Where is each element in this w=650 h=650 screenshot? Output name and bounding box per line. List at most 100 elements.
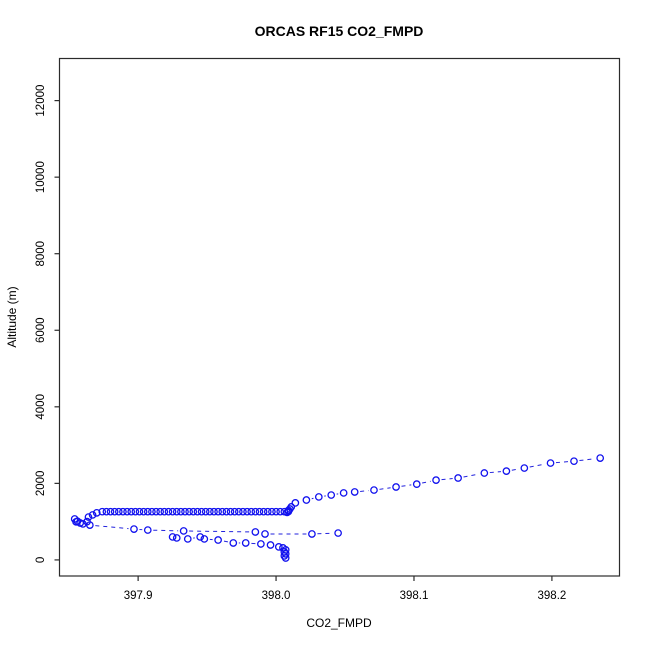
x-tick-label: 397.9 [124, 590, 153, 602]
data-point [205, 507, 214, 516]
data-point [130, 525, 138, 533]
data-point [135, 507, 144, 516]
data-point [92, 508, 101, 517]
data-point [84, 513, 93, 521]
data-point [350, 488, 359, 496]
series-segment [489, 471, 501, 474]
data-point [177, 507, 185, 516]
data-point [308, 530, 316, 538]
data-point [520, 464, 529, 472]
series-segment [317, 532, 333, 535]
data-point [272, 507, 280, 516]
data-point [454, 474, 462, 482]
data-point [114, 507, 123, 516]
data-point [334, 529, 342, 537]
x-tick-label: 398.0 [262, 590, 291, 602]
y-tick-label: 10000 [35, 161, 47, 193]
data-point [200, 535, 209, 543]
series-segment [529, 463, 546, 468]
y-axis-label: Altitude (m) [5, 286, 19, 347]
data-point [127, 507, 136, 516]
data-series-layer [70, 454, 605, 562]
data-point [88, 511, 97, 519]
series-segment [401, 484, 412, 487]
data-point [119, 507, 127, 516]
series-segment [511, 468, 519, 471]
data-point [201, 507, 210, 516]
data-point [110, 507, 119, 516]
data-point [152, 507, 160, 516]
data-point [168, 533, 177, 541]
series-segment [579, 458, 595, 462]
series-segment [463, 473, 480, 478]
data-point [257, 540, 265, 548]
data-point [251, 528, 260, 536]
data-point [214, 507, 222, 516]
data-point [156, 507, 165, 516]
data-point [243, 507, 251, 516]
data-point [279, 544, 287, 552]
data-point [259, 507, 268, 516]
data-point [432, 476, 440, 484]
data-point [266, 541, 275, 549]
plot-box [58, 57, 621, 577]
data-point [222, 507, 231, 516]
y-tick-label: 2000 [35, 471, 47, 497]
data-point [229, 539, 238, 547]
data-point [106, 507, 115, 516]
data-point [168, 507, 177, 516]
data-point [247, 507, 256, 516]
data-point [210, 507, 218, 516]
series-segment [360, 490, 369, 492]
series-segment [555, 461, 569, 464]
series-segment [153, 529, 179, 532]
data-point [183, 535, 192, 543]
y-tick-label: 4000 [35, 394, 47, 420]
chart-title: ORCAS RF15 CO2_FMPD [255, 23, 424, 39]
data-point [280, 548, 289, 556]
data-point [172, 507, 181, 516]
data-point [370, 486, 378, 494]
data-point [596, 454, 605, 462]
data-point [412, 480, 421, 488]
y-tick-label: 8000 [35, 241, 47, 267]
x-axis-label: CO2_FMPD [306, 616, 372, 630]
data-point [327, 491, 336, 499]
data-point [143, 507, 152, 516]
data-point [502, 467, 511, 475]
data-point [83, 517, 91, 526]
data-point [214, 536, 222, 544]
data-point [123, 507, 131, 516]
data-point [239, 507, 247, 516]
series-low-level-leg [85, 521, 342, 538]
data-point [143, 526, 152, 534]
data-point [392, 483, 400, 491]
series-level-run-and-climb [70, 454, 605, 528]
data-point [268, 507, 276, 516]
data-point [185, 507, 194, 516]
data-point [98, 507, 107, 516]
data-point [196, 533, 205, 541]
data-point [148, 507, 156, 516]
data-point [160, 507, 169, 516]
data-point [230, 507, 239, 516]
data-point [570, 457, 578, 466]
data-point [314, 493, 323, 501]
series-segment [95, 525, 129, 530]
y-tick-label: 6000 [35, 317, 47, 343]
data-point [72, 517, 80, 526]
series-segment [422, 480, 431, 484]
data-point [546, 459, 555, 467]
x-tick-label: 398.2 [538, 590, 567, 602]
data-point [179, 527, 188, 535]
data-point [261, 530, 269, 538]
data-point [281, 550, 290, 558]
data-point [480, 469, 489, 477]
series-segment [379, 487, 391, 490]
data-point [102, 507, 111, 516]
data-point [302, 496, 311, 504]
data-point [339, 489, 348, 497]
data-point [172, 534, 181, 542]
